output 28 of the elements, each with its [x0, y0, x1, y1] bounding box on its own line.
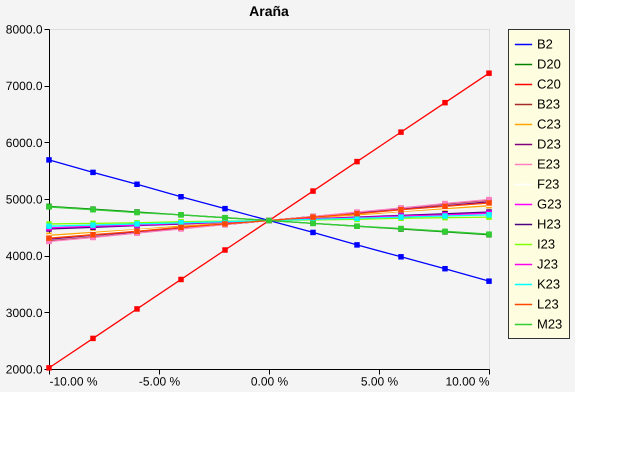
y-tick-label: 5000.0 — [6, 192, 43, 206]
legend-label: I23 — [537, 236, 556, 252]
y-tick-label: 8000.0 — [6, 22, 43, 36]
legend-label: K23 — [537, 276, 560, 292]
y-tick-label: 2000.0 — [6, 362, 43, 376]
legend-label: C23 — [537, 116, 561, 132]
legend-label: L23 — [537, 296, 559, 312]
x-tick-label: -5.00 % — [138, 374, 181, 388]
legend-label: M23 — [537, 316, 562, 332]
x-tick-label: 10.00 % — [445, 374, 490, 388]
y-tick-label: 4000.0 — [6, 249, 43, 264]
legend-label: E23 — [537, 156, 560, 172]
legend-label: J23 — [537, 256, 558, 272]
legend-label: C20 — [537, 76, 561, 92]
legend-label: D20 — [537, 56, 561, 72]
legend-label: G23 — [537, 196, 562, 212]
chart-title: Araña — [249, 3, 290, 19]
legend-label: F23 — [537, 176, 560, 192]
legend-label: D23 — [537, 136, 561, 152]
x-tick-label: 5.00 % — [360, 374, 399, 388]
x-tick-label: -10.00 % — [50, 374, 98, 388]
legend-label: B23 — [537, 96, 560, 112]
y-tick-label: 7000.0 — [6, 79, 43, 94]
legend-label: H23 — [537, 216, 561, 232]
y-tick-label: 3000.0 — [6, 306, 43, 320]
legend-label: B2 — [537, 36, 553, 52]
y-tick-label: 6000.0 — [6, 136, 43, 150]
x-tick-label: 0.00 % — [250, 374, 289, 388]
